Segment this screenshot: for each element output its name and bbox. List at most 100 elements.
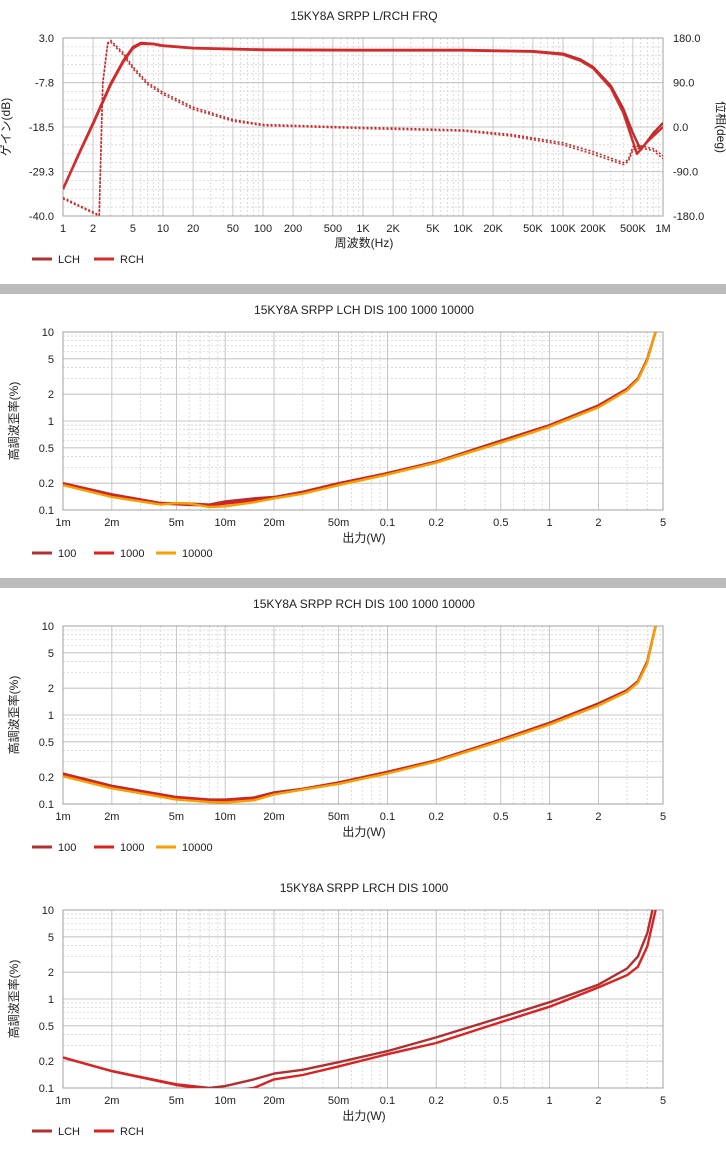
- legend-label: LCH: [58, 254, 80, 266]
- series-group: [63, 626, 657, 804]
- x-tick-label: 50K: [523, 223, 543, 235]
- x-tick-label: 0.5: [493, 517, 508, 529]
- x-tick-label: 1: [547, 517, 553, 529]
- series-group: [63, 332, 657, 509]
- legend-label: 1000: [120, 842, 144, 854]
- y-tick-label: 10: [42, 905, 54, 917]
- series-line-rch-phase: [63, 41, 663, 216]
- x-tick-label: 10m: [215, 811, 236, 823]
- legend-label: 1000: [120, 548, 144, 560]
- y2-tick-label: 90.0: [673, 78, 694, 90]
- y-axis-label: ゲイン(dB): [0, 98, 13, 156]
- y-tick-label: 10: [42, 621, 54, 633]
- legend-label: 10000: [182, 842, 213, 854]
- x-tick-label: 10m: [215, 517, 236, 529]
- x-tick-label: 1: [60, 223, 66, 235]
- y-tick-label: 2: [48, 967, 54, 979]
- y-tick-label: -40.0: [29, 211, 54, 223]
- chart-title: 15KY8A SRPP LRCH DIS 1000: [280, 881, 449, 895]
- x-tick-label: 500: [324, 223, 342, 235]
- plot-frame: [62, 625, 664, 805]
- legend-label: LCH: [58, 1126, 80, 1138]
- y-tick-label: 0.1: [39, 505, 54, 517]
- x-tick-label: 20K: [483, 223, 503, 235]
- x-tick-label: 5m: [169, 1095, 184, 1107]
- x-tick-label: 5: [660, 517, 666, 529]
- legend-label: RCH: [120, 254, 144, 266]
- legend-label: RCH: [120, 1126, 144, 1138]
- x-tick-label: 0.2: [429, 811, 444, 823]
- y-tick-label: 2: [48, 389, 54, 401]
- y2-tick-label: -90.0: [673, 167, 698, 179]
- x-tick-label: 20m: [263, 811, 284, 823]
- x-tick-label: 1: [547, 811, 553, 823]
- chart-title: 15KY8A SRPP RCH DIS 100 1000 10000: [253, 597, 475, 611]
- y2-tick-label: 0.0: [673, 122, 688, 134]
- x-tick-label: 1m: [55, 811, 70, 823]
- y-tick-label: 0.1: [39, 799, 54, 811]
- x-tick-label: 20m: [263, 517, 284, 529]
- panel-separator: [0, 284, 726, 294]
- x-tick-label: 0.2: [429, 1095, 444, 1107]
- series-line-10000: [63, 626, 657, 804]
- x-tick-label: 0.5: [493, 811, 508, 823]
- chart-title: 15KY8A SRPP L/RCH FRQ: [290, 9, 437, 23]
- x-axis-label: 周波数(Hz): [335, 235, 394, 250]
- x-tick-label: 10: [157, 223, 169, 235]
- y-tick-label: 1: [48, 710, 54, 722]
- series-group: [63, 39, 663, 216]
- legend-label: 10000: [182, 548, 213, 560]
- y-tick-label: 5: [48, 932, 54, 944]
- legend-label: 100: [58, 842, 76, 854]
- x-tick-label: 1m: [55, 1095, 70, 1107]
- series-line-10000: [63, 332, 657, 509]
- x-tick-label: 2: [595, 1095, 601, 1107]
- chart-panel-1: 15KY8A SRPP L/RCH FRQ 1 2 5 10 20 50 100 200 500 1…: [0, 9, 726, 266]
- x-tick-label: 50m: [328, 517, 349, 529]
- x-tick-label: 10m: [215, 1095, 236, 1107]
- y-tick-label: 5: [48, 354, 54, 366]
- series-line-rch: [63, 42, 663, 190]
- x-tick-label: 0.2: [429, 517, 444, 529]
- legend: 100 1000 10000: [32, 548, 213, 560]
- x-tick-label: 5: [660, 811, 666, 823]
- y2-tick-label: -180.0: [673, 211, 704, 223]
- plot-frame: [62, 331, 664, 511]
- y-tick-label: 0.5: [39, 1021, 54, 1033]
- x-tick-label: 2m: [104, 517, 119, 529]
- y-tick-label: -29.3: [29, 167, 54, 179]
- y-tick-label: 0.2: [39, 478, 54, 490]
- x-tick-label: 2K: [386, 223, 400, 235]
- y-tick-label: 3.0: [39, 33, 54, 45]
- x-tick-label: 5m: [169, 811, 184, 823]
- x-tick-label: 5m: [169, 517, 184, 529]
- series-line-rch: [63, 910, 657, 1088]
- x-tick-label: 1M: [655, 223, 670, 235]
- x-tick-label: 200: [284, 223, 302, 235]
- y-axis-label: 高調波歪率(%): [6, 960, 21, 1039]
- x-tick-label: 1K: [356, 223, 370, 235]
- series-group: [63, 910, 657, 1088]
- x-tick-label: 100: [254, 223, 272, 235]
- x-tick-label: 200K: [580, 223, 606, 235]
- x-tick-label: 5K: [426, 223, 440, 235]
- y-tick-label: 10: [42, 327, 54, 339]
- grid: [62, 331, 664, 511]
- x-tick-label: 100K: [550, 223, 576, 235]
- y-tick-label: -7.8: [35, 78, 54, 90]
- x-tick-label: 0.1: [380, 517, 395, 529]
- x-tick-label: 2: [595, 811, 601, 823]
- panel-separator: [0, 578, 726, 588]
- x-tick-label: 50m: [328, 811, 349, 823]
- x-axis-label: 出力(W): [342, 1109, 385, 1123]
- y-tick-label: -18.5: [29, 122, 54, 134]
- legend: LCH RCH: [32, 1126, 144, 1138]
- y-axis-label: 高調波歪率(%): [6, 382, 21, 461]
- y2-tick-label: 180.0: [673, 33, 701, 45]
- x-tick-label: 2: [90, 223, 96, 235]
- x-tick-label: 1m: [55, 517, 70, 529]
- plot-frame: [62, 909, 664, 1089]
- legend: 100 1000 10000: [32, 842, 213, 854]
- y-tick-label: 2: [48, 683, 54, 695]
